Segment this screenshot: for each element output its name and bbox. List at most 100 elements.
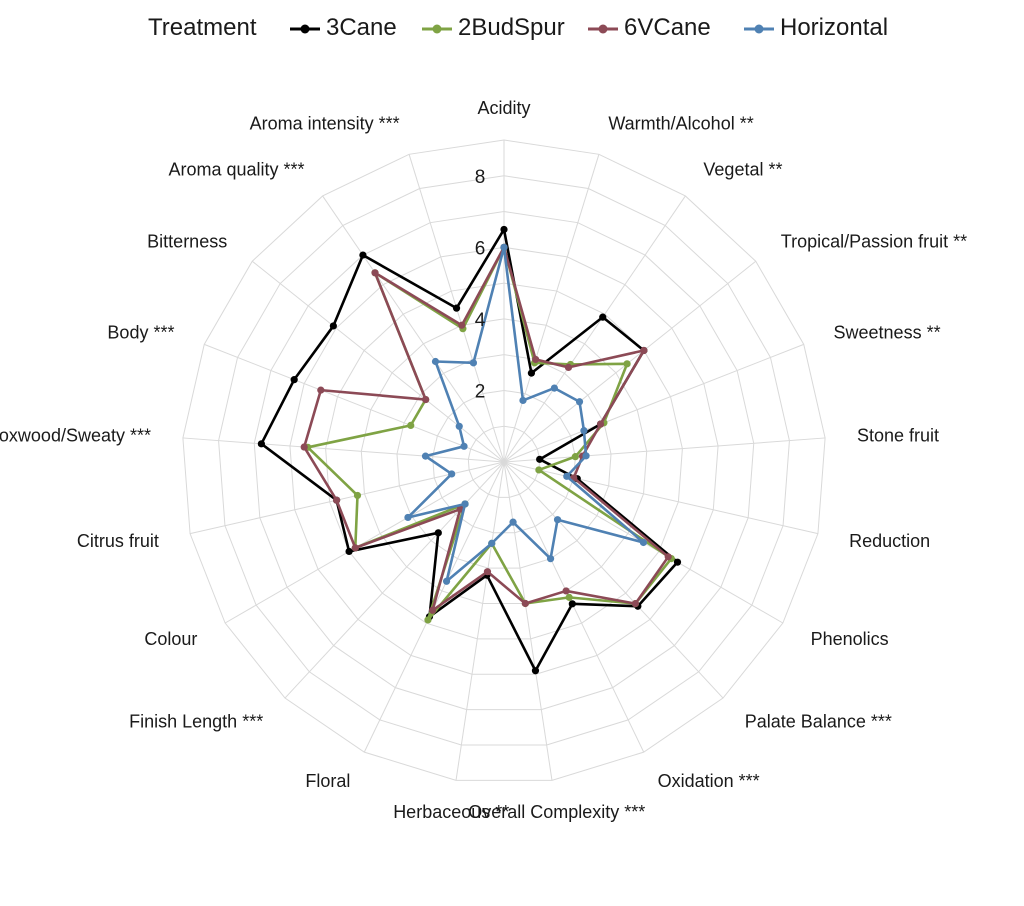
axis-label-bitterness: Bitterness xyxy=(147,231,227,251)
tick-label-4: 4 xyxy=(475,310,486,331)
data-point-horizontal-bitterness xyxy=(455,422,463,430)
data-point-horizontal-overall-complexity xyxy=(509,518,517,526)
data-point-6vcane-finish-length xyxy=(456,505,464,513)
axis-label-overall-complexity: Overall Complexity *** xyxy=(468,802,645,822)
series-horizontal xyxy=(404,243,648,585)
data-point-6vcane-colour xyxy=(351,544,359,552)
axis-label-boxwood-sweaty: Boxwood/Sweaty *** xyxy=(0,426,151,446)
data-point-horizontal-body xyxy=(460,442,468,450)
data-point-6vcane-aroma-intensity xyxy=(458,321,466,329)
data-point-horizontal-acidity xyxy=(500,243,508,251)
legend-key-2budspur xyxy=(422,24,452,34)
data-point-6vcane-aroma-quality xyxy=(371,269,379,277)
axis-label-aroma-intensity: Aroma intensity *** xyxy=(250,114,400,134)
data-point-3cane-warmth-alcohol xyxy=(527,369,536,377)
tick-label-8: 8 xyxy=(475,167,486,188)
series-line-horizontal xyxy=(406,246,645,583)
data-point-horizontal-aroma-intensity xyxy=(469,359,478,367)
data-point-3cane-finish-length xyxy=(434,529,442,537)
data-point-horizontal-boxwood-sweaty xyxy=(421,452,430,460)
data-point-horizontal-floral xyxy=(442,577,451,585)
series-6vcane xyxy=(300,243,672,614)
axis-label-oxidation: Oxidation *** xyxy=(658,771,760,791)
grid-ring xyxy=(325,282,683,640)
axis-label-floral: Floral xyxy=(305,771,350,791)
grid-ring xyxy=(182,139,826,781)
axis-label-acidity: Acidity xyxy=(477,98,530,118)
axis-label-herbaceous: Herbaceous ** xyxy=(393,802,509,822)
data-point-horizontal-warmth-alcohol xyxy=(519,396,527,405)
data-point-6vcane-palate-balance xyxy=(631,600,640,608)
series-line-2budspur xyxy=(306,246,673,622)
tick-label-6: 6 xyxy=(475,238,486,259)
legend: Treatment 3Cane 2BudSpur 6VCane Horizont… xyxy=(0,0,1024,60)
data-point-6vcane-herbaceous xyxy=(483,568,492,576)
data-point-2budspur-body xyxy=(407,421,415,430)
grid-spoke xyxy=(503,343,804,463)
series-line-3cane xyxy=(260,228,679,673)
series-line-6vcane xyxy=(302,246,670,612)
grid-spoke xyxy=(503,437,826,463)
axis-label-stone-fruit: Stone fruit xyxy=(857,426,939,446)
data-point-horizontal-phenolics xyxy=(639,538,648,547)
grid-spoke xyxy=(204,343,505,463)
data-point-2budspur-stone-fruit xyxy=(571,453,579,461)
axis-label-palate-balance: Palate Balance *** xyxy=(745,712,892,732)
data-point-6vcane-boxwood-sweaty xyxy=(300,443,308,451)
grid-ring xyxy=(253,211,755,711)
data-point-6vcane-warmth-alcohol xyxy=(532,355,540,364)
data-point-horizontal-citrus-fruit xyxy=(448,470,456,478)
data-point-3cane-vegetal xyxy=(599,313,607,321)
data-point-3cane-bitterness xyxy=(329,322,337,330)
grid-spoke xyxy=(284,461,505,699)
data-point-6vcane-sweetness xyxy=(596,420,605,428)
axis-label-vegetal: Vegetal ** xyxy=(703,160,782,180)
grid-spoke xyxy=(322,195,505,463)
radar-axis-labels: Acidity Warmth/Alcohol ** Vegetal ** Tropic… xyxy=(0,98,967,822)
grid-ring xyxy=(289,246,719,675)
legend-key-horizontal xyxy=(744,24,774,34)
axis-label-tropical-passion-fruit: Tropical/Passion fruit ** xyxy=(781,231,967,251)
grid-ring xyxy=(467,425,541,498)
legend-title: Treatment xyxy=(148,14,257,41)
grid-spoke xyxy=(224,461,505,624)
axis-label-reduction: Reduction xyxy=(849,531,930,551)
data-point-horizontal-herbaceous xyxy=(488,539,496,547)
legend-label-3cane: 3Cane xyxy=(326,14,397,41)
data-point-3cane-aroma-intensity xyxy=(452,304,461,312)
data-point-6vcane-vegetal xyxy=(564,363,573,372)
data-point-horizontal-aroma-quality xyxy=(431,357,440,366)
data-point-2budspur-floral xyxy=(424,616,432,624)
legend-key-3cane xyxy=(290,24,320,34)
data-point-horizontal-palate-balance xyxy=(553,516,562,524)
data-point-3cane-aroma-quality xyxy=(359,251,367,259)
data-point-horizontal-stone-fruit xyxy=(582,452,590,460)
grid-spoke xyxy=(503,461,553,781)
data-point-3cane-body xyxy=(290,376,298,384)
data-point-6vcane-oxidation xyxy=(562,587,570,595)
axis-label-body: Body *** xyxy=(107,323,174,343)
data-point-6vcane-tropical-passion-fruit xyxy=(640,346,648,355)
grid-spoke xyxy=(455,461,505,781)
data-point-2budspur-reduction xyxy=(535,466,543,474)
data-point-6vcane-floral xyxy=(428,606,437,614)
data-point-6vcane-overall-complexity xyxy=(521,599,529,608)
data-point-6vcane-bitterness xyxy=(422,395,430,404)
data-point-3cane-stone-fruit xyxy=(536,455,544,463)
axis-label-aroma-quality: Aroma quality *** xyxy=(169,160,305,180)
grid-ring xyxy=(396,354,612,569)
data-point-2budspur-tropical-passion-fruit xyxy=(623,360,631,368)
data-point-6vcane-phenolics xyxy=(664,553,672,561)
data-point-2budspur-oxidation xyxy=(565,593,573,601)
legend-key-6vcane xyxy=(588,24,618,34)
data-point-horizontal-colour xyxy=(404,513,412,522)
legend-label-horizontal: Horizontal xyxy=(780,14,889,41)
radar-tick-labels: 2 4 6 8 xyxy=(475,167,486,403)
grid-ring xyxy=(360,318,648,605)
grid-spoke xyxy=(503,461,724,699)
grid-spoke xyxy=(503,461,819,535)
grid-spoke xyxy=(503,195,686,463)
grid-ring xyxy=(218,175,790,746)
data-point-2budspur-citrus-fruit xyxy=(353,491,362,500)
